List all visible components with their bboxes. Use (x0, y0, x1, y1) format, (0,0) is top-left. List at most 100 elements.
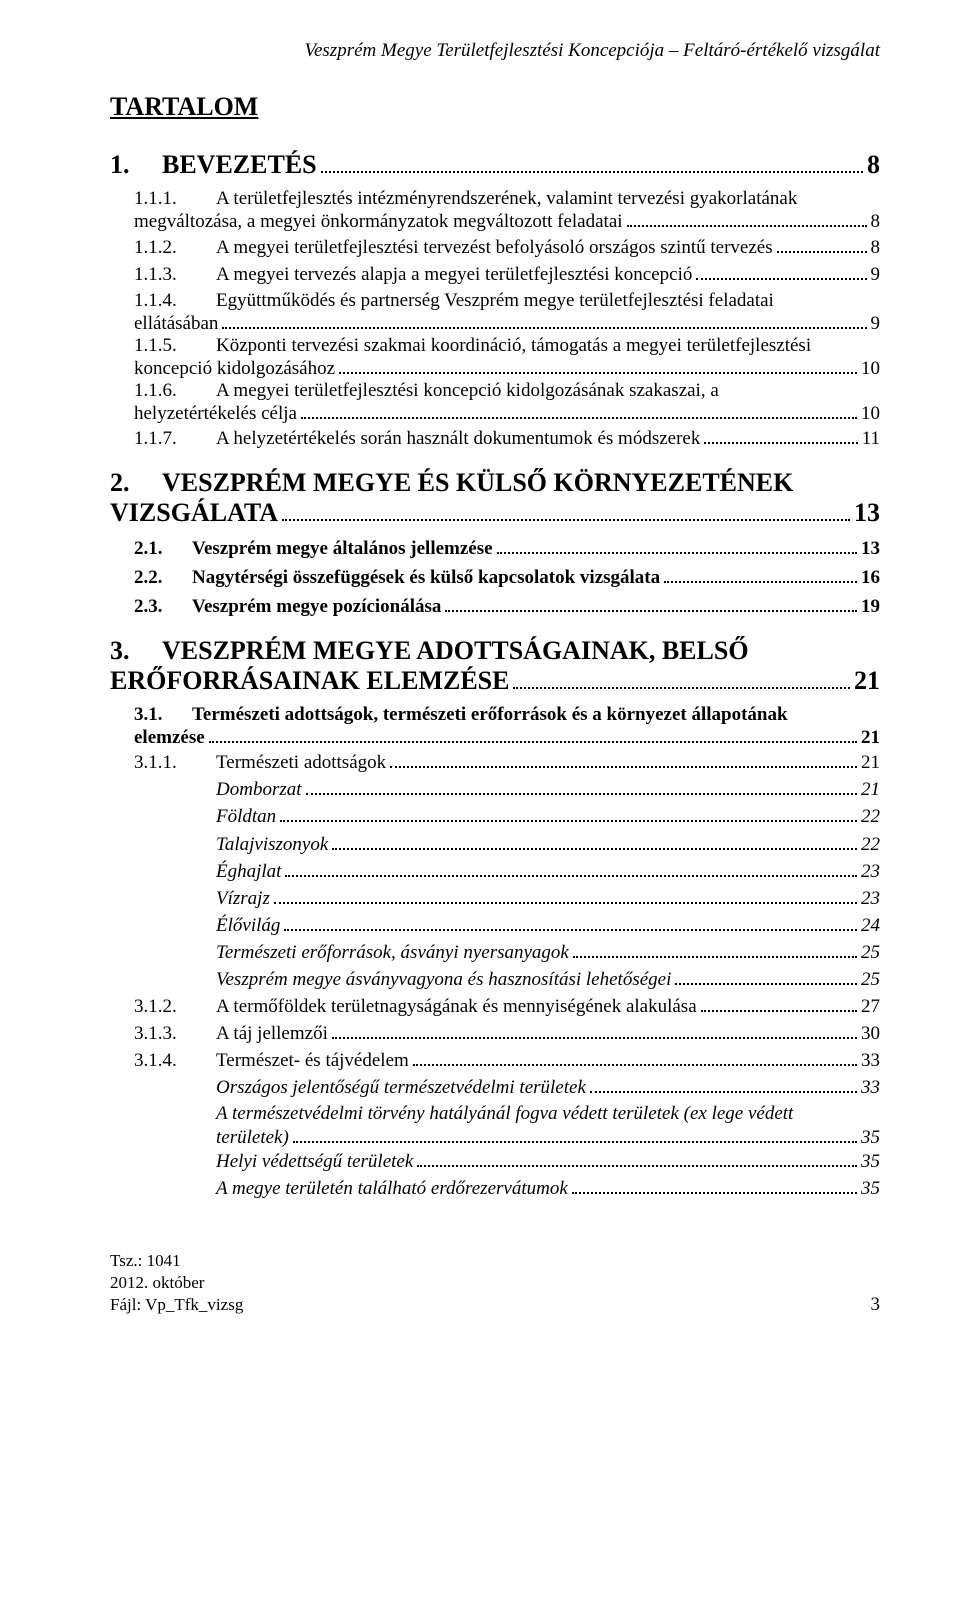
toc-entry-l4-cont: területek)35 (216, 1125, 880, 1148)
footer-date: 2012. október (110, 1272, 243, 1294)
toc-page: 35 (861, 1178, 880, 1200)
toc-entry-l3-cont: helyzetértékelés célja 10 (134, 402, 880, 425)
toc-page: 8 (871, 211, 881, 233)
toc-entry-l1: 2.VESZPRÉM MEGYE ÉS KÜLSŐ KÖRNYEZETÉNEKV… (110, 468, 880, 528)
toc-entry-l4: Országos jelentőségű természetvédelmi te… (216, 1076, 880, 1099)
toc-page: 22 (861, 806, 880, 828)
toc-text: Természeti adottságok, természeti erőfor… (192, 704, 788, 725)
toc-entry-l2: 3.1.Természeti adottságok, természeti er… (134, 704, 880, 726)
toc-page: 24 (861, 915, 880, 937)
toc-text: A megye területén található erdőrezervát… (216, 1178, 568, 1200)
toc-leader (513, 666, 850, 689)
toc-leader (321, 150, 863, 173)
toc-entry-l3-cont: megváltozása, a megyei önkormányzatok me… (134, 210, 880, 233)
toc-page: 16 (861, 567, 880, 589)
toc-num: 2.2. (134, 567, 192, 589)
toc-num: 1.1.4. (134, 290, 216, 312)
toc-num: 2.3. (134, 596, 192, 618)
toc-entry-l3: 1.1.3. A megyei tervezés alapja a megyei… (134, 263, 880, 286)
toc-title: TARTALOM (110, 92, 880, 122)
toc-text: A megyei tervezés alapja a megyei terüle… (216, 264, 692, 286)
toc-leader (497, 536, 857, 553)
toc-entry-l4: Domborzat 21 (216, 778, 880, 801)
toc-leader (675, 968, 857, 985)
toc-leader (209, 726, 857, 743)
toc-page: 21 (861, 727, 880, 749)
toc-text: VESZPRÉM MEGYE ADOTTSÁGAINAK, BELSŐ (162, 636, 749, 665)
toc-text: Nagytérségi összefüggések és külső kapcs… (192, 567, 660, 589)
toc-entry-l2: 2.1. Veszprém megye általános jellemzése… (134, 536, 880, 559)
toc-page: 13 (861, 538, 880, 560)
toc-leader (285, 860, 857, 877)
toc-leader (696, 263, 866, 280)
toc-text: Talajviszonyok (216, 834, 328, 856)
toc-num: 1.1.6. (134, 380, 216, 402)
toc-text: A táj jellemzői (216, 1023, 328, 1045)
toc-num: 1.1.5. (134, 335, 216, 357)
toc-entry-l4: Élővilág24 (216, 914, 880, 937)
toc-text: VIZSGÁLATA (110, 498, 278, 528)
toc-text: BEVEZETÉS (162, 150, 317, 180)
toc-leader (627, 210, 867, 227)
toc-text: Vízrajz (216, 888, 270, 910)
toc-entry-l3: 1.1.5.Központi tervezési szakmai koordin… (134, 335, 880, 357)
toc-leader (274, 887, 857, 904)
page-footer: Tsz.: 1041 2012. október Fájl: Vp_Tfk_vi… (110, 1250, 880, 1316)
toc-text: helyzetértékelés célja (134, 403, 297, 425)
toc-entry-l3: 1.1.7. A helyzetértékelés során használt… (134, 427, 880, 450)
toc-container: 1. BEVEZETÉS 81.1.1.A területfejlesztés … (110, 150, 880, 1200)
toc-text: Központi tervezési szakmai koordináció, … (216, 335, 811, 356)
toc-entry-l2-cont: elemzése 21 (134, 726, 880, 749)
toc-entry-l3: 1.1.6.A megyei területfejlesztési koncep… (134, 380, 880, 402)
toc-leader (293, 1125, 857, 1142)
toc-page: 33 (861, 1077, 880, 1099)
toc-page: 35 (861, 1151, 880, 1173)
toc-entry-l4: Talajviszonyok22 (216, 832, 880, 855)
toc-entry-l3: 3.1.4. Természet- és tájvédelem33 (134, 1049, 880, 1072)
toc-leader (390, 751, 857, 768)
toc-text: elemzése (134, 727, 205, 749)
toc-text: Domborzat (216, 779, 302, 801)
document-header: Veszprém Megye Területfejlesztési Koncep… (110, 40, 880, 62)
toc-leader (284, 914, 857, 931)
toc-leader (417, 1150, 857, 1167)
toc-entry-l2: 2.3. Veszprém megye pozícionálása19 (134, 595, 880, 618)
toc-num: 1. (110, 150, 162, 180)
toc-entry-l3: 1.1.1.A területfejlesztés intézményrends… (134, 188, 880, 210)
toc-text: Helyi védettségű területek (216, 1151, 413, 1173)
toc-leader (222, 312, 866, 329)
toc-leader (301, 402, 857, 419)
toc-page: 10 (861, 403, 880, 425)
toc-text: A megyei területfejlesztési tervezést be… (216, 237, 773, 259)
toc-text: A termőföldek területnagyságának és menn… (216, 996, 697, 1018)
toc-text: Veszprém megye általános jellemzése (192, 538, 493, 560)
toc-page: 23 (861, 861, 880, 883)
toc-num: 1.1.3. (134, 264, 216, 286)
toc-leader (413, 1049, 857, 1066)
toc-leader (590, 1076, 857, 1093)
toc-entry-l3: 3.1.1. Természeti adottságok21 (134, 751, 880, 774)
toc-text: koncepció kidolgozásához (134, 358, 335, 380)
toc-leader (701, 995, 857, 1012)
toc-num: 3.1. (134, 704, 192, 726)
toc-num: 2.1. (134, 538, 192, 560)
toc-leader (573, 941, 857, 958)
toc-text: Országos jelentőségű természetvédelmi te… (216, 1077, 586, 1099)
toc-num: 1.1.1. (134, 188, 216, 210)
toc-num: 3.1.1. (134, 752, 216, 774)
toc-page: 21 (861, 779, 880, 801)
toc-text: Földtan (216, 806, 276, 828)
toc-page: 30 (861, 1023, 880, 1045)
toc-page: 10 (861, 358, 880, 380)
toc-page: 13 (854, 498, 880, 528)
toc-text: ellátásában (134, 313, 218, 335)
toc-page: 19 (861, 596, 880, 618)
toc-leader (306, 778, 857, 795)
footer-left: Tsz.: 1041 2012. október Fájl: Vp_Tfk_vi… (110, 1250, 243, 1316)
toc-page: 9 (871, 264, 881, 286)
toc-num: 1.1.2. (134, 237, 216, 259)
toc-num: 3.1.2. (134, 996, 216, 1018)
toc-num: 1.1.7. (134, 428, 216, 450)
footer-tsz: Tsz.: 1041 (110, 1250, 243, 1272)
toc-leader (282, 498, 850, 521)
